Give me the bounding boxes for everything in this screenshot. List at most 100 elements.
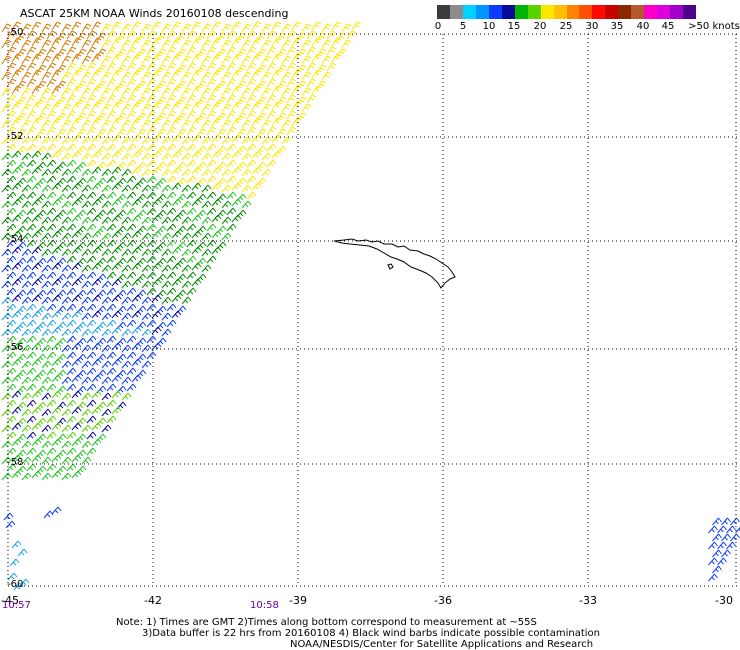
wind-barb	[241, 23, 252, 33]
wind-barb	[76, 96, 87, 106]
wind-barb	[286, 126, 297, 136]
wind-barb	[91, 294, 102, 303]
wind-barb	[261, 23, 272, 33]
wind-barb	[31, 422, 42, 431]
wind-barb	[66, 271, 77, 280]
wind-barb	[46, 207, 57, 216]
wind-barb	[221, 232, 232, 241]
wind-barb	[176, 96, 187, 106]
wind-barb	[181, 168, 192, 177]
wind-barb	[311, 85, 322, 95]
wind-barb	[161, 119, 172, 129]
wind-barb	[46, 30, 57, 40]
wind-barb	[121, 184, 132, 193]
wind-barb	[41, 280, 52, 289]
wind-barb	[246, 126, 257, 136]
wind-barb	[306, 30, 317, 40]
wind-barb	[71, 150, 82, 159]
wind-barb	[31, 166, 42, 175]
wind-barb	[26, 46, 37, 56]
wind-barb	[36, 305, 47, 314]
wind-barb	[166, 46, 177, 56]
wind-barb	[101, 168, 112, 177]
wind-barb	[226, 143, 237, 152]
wind-barb	[201, 168, 212, 177]
colorbar-swatch	[540, 5, 554, 19]
wind-barb	[101, 312, 112, 321]
wind-barb	[121, 376, 132, 385]
wind-barb	[6, 191, 17, 200]
wind-barb	[161, 184, 172, 193]
wind-barb	[726, 525, 736, 534]
wind-barb	[106, 367, 117, 376]
wind-barb	[6, 399, 17, 408]
wind-barb	[166, 143, 177, 152]
wind-barb	[161, 200, 172, 209]
wind-barb	[111, 101, 122, 111]
wind-barb	[131, 134, 142, 143]
wind-barb	[151, 310, 162, 319]
wind-barb	[61, 456, 72, 465]
wind-barb	[191, 246, 202, 255]
wind-barb	[301, 39, 312, 49]
wind-barb	[126, 383, 137, 392]
wind-barb	[171, 117, 182, 127]
wind-barb	[41, 296, 52, 305]
wind-barb	[81, 392, 92, 401]
wind-barb	[6, 94, 17, 104]
wind-barb	[81, 71, 92, 81]
wind-barb	[66, 319, 77, 328]
wind-barb	[1, 440, 12, 449]
wind-barb	[171, 101, 182, 111]
wind-barb	[111, 117, 122, 127]
wind-barb	[126, 30, 137, 40]
wind-barb	[16, 305, 27, 314]
wind-barb	[101, 119, 112, 129]
wind-barb	[171, 134, 182, 143]
wind-barb	[26, 110, 37, 120]
wind-barb	[101, 87, 112, 97]
colorbar-label: 30	[585, 21, 599, 32]
wind-barb	[286, 94, 297, 104]
wind-barb	[106, 191, 117, 200]
wind-barb	[61, 328, 72, 337]
wind-barb	[291, 53, 302, 63]
wind-barb	[26, 175, 37, 184]
wind-barb	[166, 78, 177, 88]
wind-barb	[51, 470, 62, 479]
wind-barb	[21, 39, 32, 49]
wind-barb	[166, 223, 177, 232]
wind-barb	[51, 198, 62, 207]
wind-barb	[101, 216, 112, 225]
wind-barb	[76, 112, 87, 122]
wind-barb	[186, 62, 197, 72]
wind-barb	[286, 46, 297, 56]
wind-barb	[181, 184, 192, 193]
wind-barb	[86, 159, 97, 168]
wind-barb	[181, 119, 192, 129]
wind-barb	[101, 152, 112, 161]
wind-barb	[176, 64, 187, 74]
wind-barb	[61, 232, 72, 241]
wind-barb	[91, 326, 102, 335]
wind-barb	[71, 262, 82, 271]
wind-barb	[91, 262, 102, 271]
colorbar-swatch	[553, 5, 567, 19]
wind-barb	[41, 87, 52, 97]
wind-barb	[151, 150, 162, 159]
wind-barb	[126, 175, 137, 184]
wind-barb	[86, 175, 97, 184]
wind-barb	[11, 326, 22, 335]
wind-barb	[61, 184, 72, 193]
wind-barb	[51, 358, 62, 367]
wind-barb	[717, 541, 727, 550]
wind-barb	[76, 273, 87, 282]
wind-barb	[6, 351, 17, 360]
wind-barb	[126, 303, 137, 312]
wind-barb	[161, 248, 172, 257]
wind-barb	[6, 287, 17, 296]
wind-barb	[46, 399, 57, 408]
wind-barb	[41, 264, 52, 273]
wind-barb	[306, 78, 317, 88]
wind-barb	[141, 23, 152, 33]
